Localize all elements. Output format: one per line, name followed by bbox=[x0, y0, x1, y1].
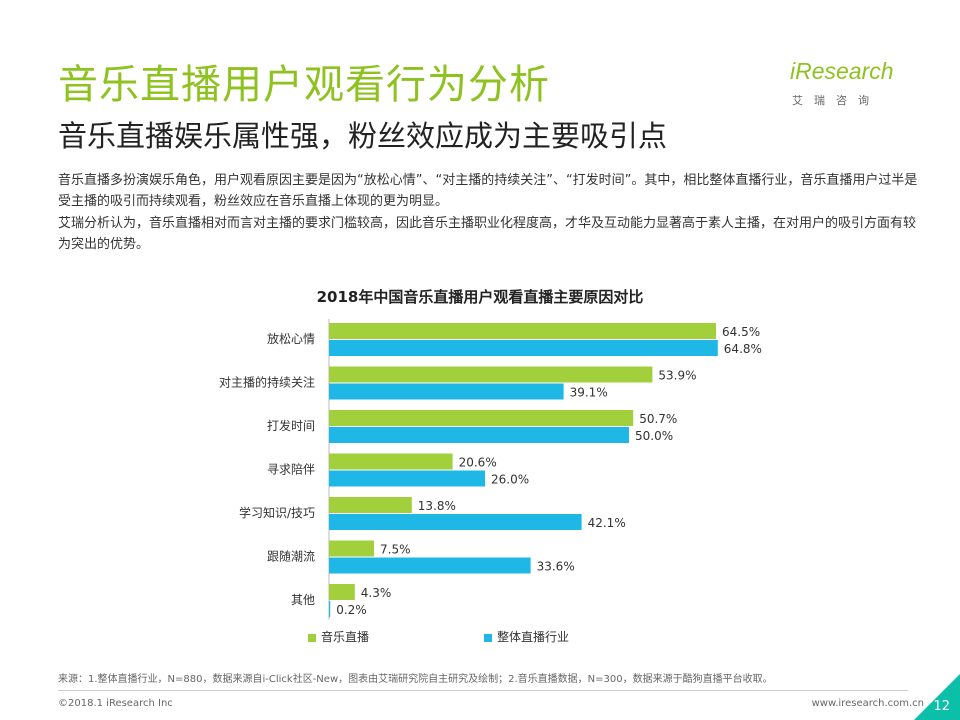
data-label: 0.2% bbox=[336, 603, 367, 617]
bar-music bbox=[329, 410, 634, 426]
logo-text: iResearch bbox=[790, 58, 894, 84]
data-label: 53.9% bbox=[658, 369, 696, 383]
legend-swatch-music bbox=[308, 633, 316, 642]
data-label: 33.6% bbox=[537, 560, 575, 574]
bar-overall bbox=[329, 427, 629, 443]
chart-title: 2018年中国音乐直播用户观看直播主要原因对比 bbox=[316, 288, 644, 306]
legend-label-music: 音乐直播 bbox=[321, 630, 370, 644]
data-label: 39.1% bbox=[570, 386, 608, 400]
legend-swatch-overall bbox=[484, 633, 492, 642]
category-label: 其他 bbox=[291, 593, 315, 607]
category-label: 寻求陪伴 bbox=[267, 462, 315, 477]
data-label: 50.7% bbox=[639, 412, 677, 426]
iresearch-logo: iResearch 艾瑞咨询 bbox=[790, 50, 920, 112]
data-label: 13.8% bbox=[418, 499, 456, 513]
category-label: 打发时间 bbox=[267, 418, 315, 433]
category-label: 学习知识/技巧 bbox=[239, 505, 315, 520]
data-label: 20.6% bbox=[459, 456, 497, 470]
source-note: 来源：1.整体直播行业，N=880，数据来源自i-Click社区-New，图表由… bbox=[58, 674, 773, 685]
bar-music bbox=[329, 497, 412, 513]
page-title: 音乐直播用户观看行为分析 bbox=[58, 62, 550, 108]
bar-overall bbox=[329, 340, 718, 356]
legend-label-overall: 整体直播行业 bbox=[497, 630, 570, 644]
data-label: 4.3% bbox=[361, 586, 392, 600]
bar-overall bbox=[329, 601, 331, 617]
data-label: 42.1% bbox=[588, 516, 626, 530]
data-label: 7.5% bbox=[380, 543, 411, 557]
bar-music bbox=[329, 366, 653, 383]
body-paragraph-1: 音乐直播多扮演娱乐角色，用户观看原因主要是因为“放松心情”、“对主播的持续关注”… bbox=[58, 173, 918, 209]
bar-overall bbox=[329, 557, 531, 574]
copyright: ©2018.1 iResearch Inc bbox=[58, 698, 173, 709]
legend-music: 音乐直播 bbox=[308, 628, 369, 645]
bar-overall bbox=[329, 514, 582, 530]
bar-group: 放松心情 64.5% 64.8% 对主播的持续关注 53.9% 39.1% 打发时间 50.7… bbox=[219, 323, 762, 617]
bar-music bbox=[329, 540, 374, 557]
page-subtitle: 音乐直播娱乐属性强，粉丝效应成为主要吸引点 bbox=[58, 119, 668, 153]
website-link[interactable]: www.iresearch.com.cn bbox=[811, 698, 924, 709]
data-label: 64.8% bbox=[724, 342, 762, 356]
category-label: 跟随潮流 bbox=[267, 549, 315, 564]
bar-overall bbox=[329, 383, 564, 400]
bar-overall bbox=[329, 470, 485, 487]
page-corner-decoration bbox=[914, 674, 960, 720]
bar-music bbox=[329, 323, 716, 339]
legend-overall: 整体直播行业 bbox=[484, 628, 569, 645]
category-label: 放松心情 bbox=[267, 331, 315, 346]
category-label: 对主播的持续关注 bbox=[219, 375, 315, 390]
page-number: 12 bbox=[933, 699, 950, 714]
bar-music bbox=[329, 584, 355, 600]
data-label: 26.0% bbox=[491, 473, 529, 487]
footer-divider bbox=[58, 690, 908, 691]
data-label: 64.5% bbox=[722, 325, 760, 339]
logo-cn-text: 艾瑞咨询 bbox=[792, 94, 880, 107]
data-label: 50.0% bbox=[635, 429, 673, 443]
body-paragraph-2: 艾瑞分析认为，音乐直播相对而言对主播的要求门槛较高，因此音乐主播职业化程度高，才… bbox=[58, 216, 917, 252]
bar-music bbox=[329, 453, 453, 470]
